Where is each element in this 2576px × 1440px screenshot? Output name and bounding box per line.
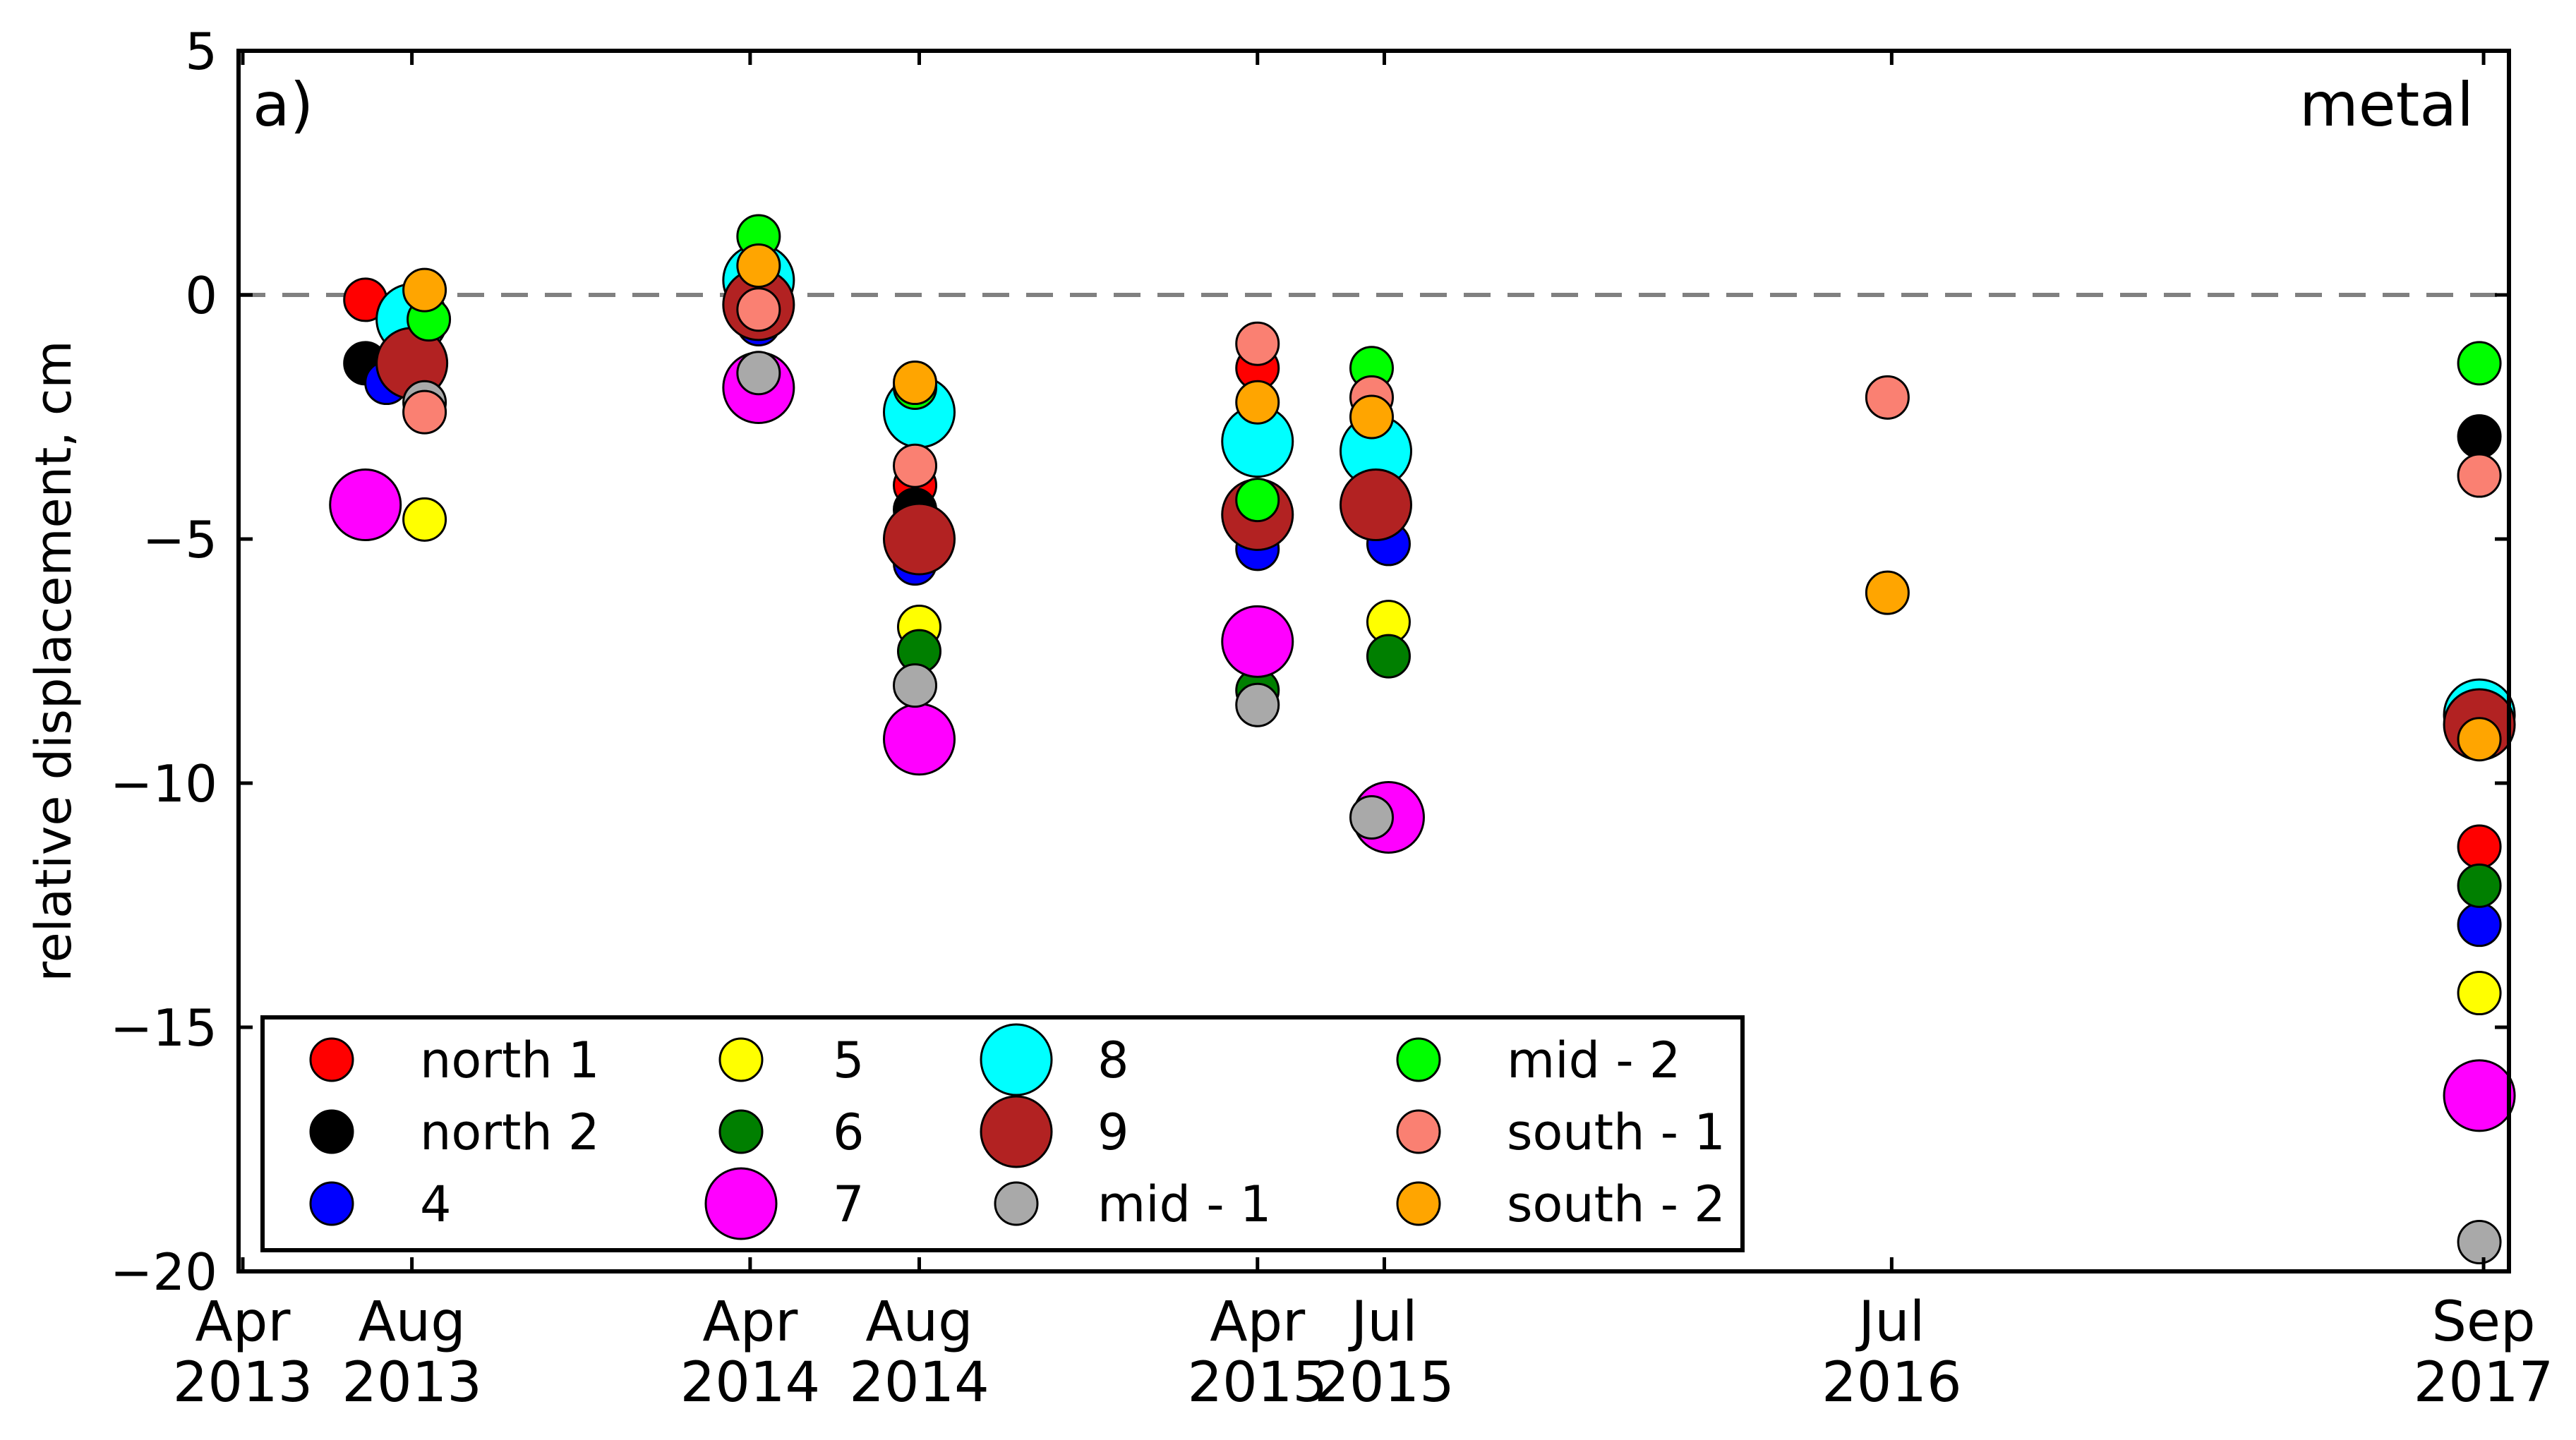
point-mid-1 [1235,682,1280,727]
point-7 [2443,1059,2516,1132]
x-tick-label: Aug 2014 [849,1290,989,1415]
point-7 [329,468,402,542]
legend-marker [309,1181,354,1226]
point-mid-1 [893,663,938,708]
point-south-1 [402,389,447,435]
legend-label: 4 [420,1175,452,1233]
point-4 [2457,902,2502,948]
point-6 [2457,863,2502,908]
y-tick-label: −20 [110,1242,217,1302]
legend-marker [1396,1109,1441,1154]
point-south-1 [2457,453,2502,498]
y-axis-label: relative displacement, cm [25,340,83,981]
point-mid-1 [1349,794,1395,840]
point-north-2 [2457,414,2502,459]
legend-marker [1396,1037,1441,1082]
legend-label: 6 [833,1103,865,1161]
legend-marker [980,1023,1053,1096]
legend-marker [704,1167,778,1240]
y-tick-label: −5 [143,510,217,569]
point-south-2 [2457,717,2502,762]
y-tick-label: −10 [110,754,217,813]
y-tick-label: −15 [110,998,217,1058]
point-south-2 [402,267,447,313]
legend-label: 5 [833,1031,865,1089]
x-tick-label: Aug 2013 [342,1290,482,1415]
legend-marker [309,1037,354,1082]
point-mid-2 [1235,478,1280,523]
point-south-2 [736,243,781,288]
y-tick-label: 5 [185,22,217,81]
point-9 [1339,468,1412,542]
legend-label: mid - 1 [1097,1175,1271,1233]
legend-label: south - 2 [1507,1175,1726,1233]
point-south-2 [1349,394,1395,440]
x-tick-label: Sep 2017 [2414,1290,2554,1415]
x-tick-label: Apr 2013 [173,1290,313,1415]
panel-label: a) [253,70,313,140]
data-points [329,214,2516,1264]
point-south-2 [893,361,938,406]
legend-marker [718,1037,764,1082]
point-south-1 [893,443,938,488]
x-tick-label: Jul 2015 [1314,1290,1455,1415]
plot-frame [236,49,2511,1273]
point-7 [1221,605,1294,678]
point-north-1 [2457,824,2502,869]
legend-marker [1396,1181,1441,1226]
y-tick-label: 0 [185,266,217,325]
point-mid-1 [736,351,781,396]
legend-marker [980,1095,1053,1168]
y-axis: 5 0 −5 −10 −15 −20 [110,22,2509,1302]
x-tick-label: Apr 2014 [680,1290,821,1415]
point-mid-2 [2457,341,2502,386]
point-south-1 [736,287,781,332]
point-mid-1 [2457,1219,2502,1264]
legend-label: 7 [833,1175,865,1233]
legend-label: north 1 [420,1031,600,1089]
point-7 [883,703,956,776]
x-tick-label: Apr 2015 [1187,1290,1328,1415]
legend-marker [718,1109,764,1154]
legend-label: 8 [1097,1031,1129,1089]
point-south-1 [1235,321,1280,366]
legend-label: 9 [1097,1103,1129,1161]
legend-label: south - 1 [1507,1103,1726,1161]
legend-label: mid - 2 [1507,1031,1680,1089]
legend-marker [309,1109,354,1154]
point-5 [402,497,447,542]
point-9 [883,502,956,576]
point-5 [2457,971,2502,1016]
point-south-2 [1865,570,1910,615]
point-south-2 [1235,380,1280,425]
material-label: metal [2299,70,2474,140]
point-6 [1366,634,1411,679]
point-south-1 [1865,375,1910,420]
legend: north 1 north 2 4 5 6 7 8 9 mid - 1 mid - 2 south … [260,1015,1745,1252]
legend-label: north 2 [420,1103,600,1161]
legend-marker [994,1181,1039,1226]
x-tick-label: Jul 2016 [1822,1290,1962,1415]
